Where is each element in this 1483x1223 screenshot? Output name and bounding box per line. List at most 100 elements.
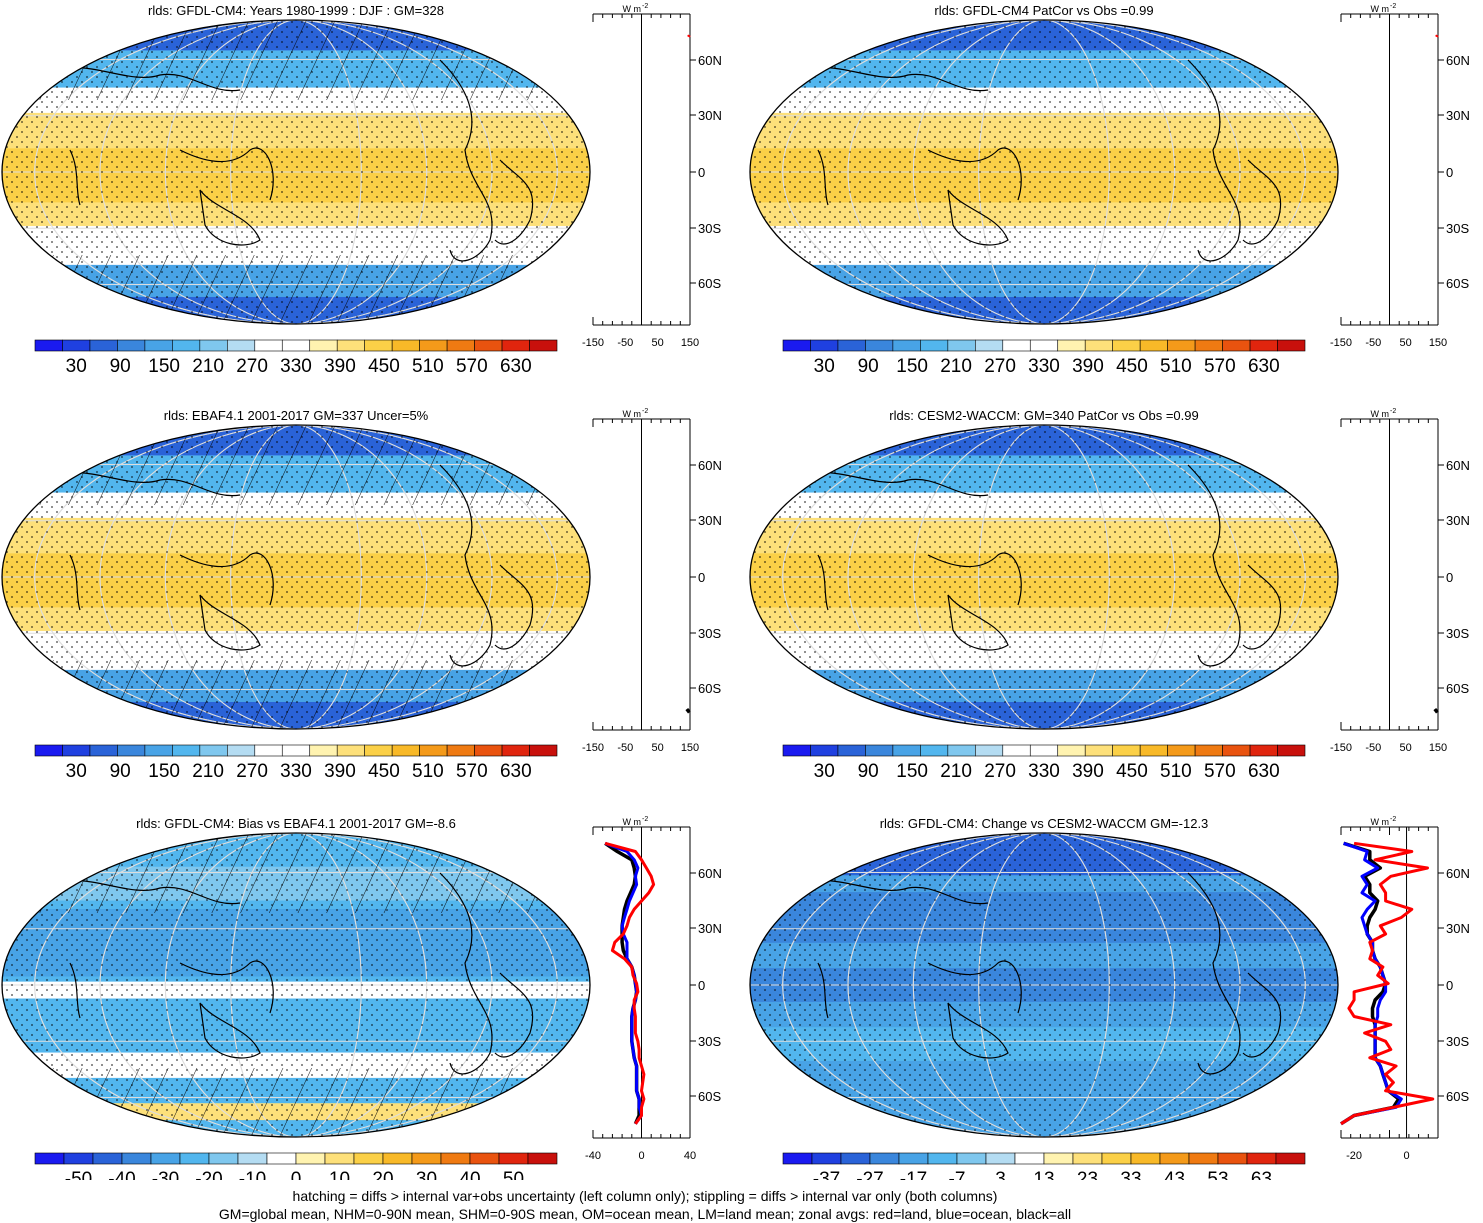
colorbar-swatch <box>391 744 420 757</box>
colorbar-label: 510 <box>412 356 444 377</box>
colorbar-label: 450 <box>1116 761 1148 782</box>
colorbar-swatch <box>1246 1152 1277 1165</box>
colorbar-swatch <box>920 339 949 352</box>
colorbar-swatch <box>498 1152 529 1165</box>
latitude-label: 30S <box>698 221 721 236</box>
coastline <box>69 962 81 1019</box>
latitude-label: 30N <box>698 921 722 936</box>
zonal-x-tick: -150 <box>582 337 604 349</box>
panel-title: rlds: GFDL-CM4 PatCor vs Obs =0.99 <box>934 3 1153 18</box>
colorbar-label: 270 <box>984 356 1016 377</box>
colorbar-swatch <box>947 339 976 352</box>
colorbar-swatch <box>1217 1152 1248 1165</box>
map-outline <box>1 424 591 730</box>
latitude-label: 0 <box>698 978 705 993</box>
colorbar-swatch <box>1159 1152 1190 1165</box>
colorbar-swatch <box>227 744 256 757</box>
colorbar-label: 150 <box>896 356 928 377</box>
colorbar-swatch <box>364 744 393 757</box>
colorbar-swatch <box>419 744 448 757</box>
colorbar-swatch <box>1277 744 1306 757</box>
latitude-label: 0 <box>698 570 705 585</box>
zonal-x-tick: 50 <box>652 742 664 754</box>
panel-1: rlds: GFDL-CM4: Years 1980-1999 : DJF : … <box>1 3 722 377</box>
colorbar-label: 570 <box>1204 761 1236 782</box>
colorbar-swatch <box>336 339 365 352</box>
zonal-unit-exponent: -2 <box>1390 408 1396 415</box>
colorbar-swatch <box>172 339 201 352</box>
zonal-unit-exponent: -2 <box>642 3 648 10</box>
zonal-land-line <box>687 34 691 38</box>
zonal-x-tick: -150 <box>1330 337 1352 349</box>
zonal-unit-exponent: -2 <box>1390 3 1396 10</box>
stippling <box>750 425 1338 729</box>
zonal-mean-panel: W m -2 -150 -50 50 150 60N 30N 0 30S 60S <box>1330 3 1470 349</box>
coastline <box>807 66 989 92</box>
colorbar-label: 23 <box>1077 1169 1098 1180</box>
colorbar-label: 30 <box>814 761 835 782</box>
coastline <box>807 471 989 497</box>
colorbar-swatch <box>281 744 311 757</box>
coastline <box>179 552 274 606</box>
colorbar-swatch <box>121 1152 152 1165</box>
coastline <box>494 564 534 650</box>
map-field <box>750 425 1338 729</box>
colorbar-label: 570 <box>1204 356 1236 377</box>
colorbar-swatch <box>144 744 173 757</box>
colorbar-label: 210 <box>192 356 224 377</box>
colorbar-swatch <box>1084 744 1113 757</box>
colorbar-label: 33 <box>1120 1169 1141 1180</box>
colorbar-swatch <box>382 1152 413 1165</box>
colorbar-swatch <box>865 339 894 352</box>
colorbar-swatch <box>1277 339 1306 352</box>
colorbar-swatch <box>837 339 866 352</box>
zonal-x-tick: -50 <box>1365 742 1381 754</box>
map-outline <box>749 832 1339 1138</box>
coastline <box>947 1002 1009 1059</box>
coastline <box>1242 972 1282 1058</box>
colorbar-label: 0 <box>291 1169 302 1180</box>
zonal-unit: W m <box>1371 409 1390 419</box>
colorbar-swatch <box>62 744 91 757</box>
latitude-label: 30N <box>1446 921 1470 936</box>
colorbar-label: 150 <box>148 761 180 782</box>
coastline <box>1187 464 1241 667</box>
latitude-label: 0 <box>1446 165 1453 180</box>
zonal-mean-panel: W m -2 -150 -50 50 150 60N 30N 0 30S 60S <box>1330 408 1470 754</box>
colorbar-swatch <box>34 1152 65 1165</box>
coastline <box>1242 564 1282 650</box>
colorbar-label: 40 <box>459 1169 480 1180</box>
colorbar-label: 450 <box>368 356 400 377</box>
map-field <box>750 833 1338 1137</box>
latitude-label: 60S <box>1446 1089 1469 1104</box>
colorbar-label: 90 <box>858 761 879 782</box>
latitude-label: 30S <box>1446 1034 1469 1049</box>
colorbar-swatch <box>1167 744 1196 757</box>
colorbar-label: 450 <box>1116 356 1148 377</box>
zonal-unit-exponent: -2 <box>642 408 648 415</box>
colorbar-swatch <box>1194 744 1223 757</box>
colorbar-label: 210 <box>192 761 224 782</box>
latitude-label: 0 <box>698 165 705 180</box>
map-field <box>750 20 1338 324</box>
panel-6: rlds: GFDL-CM4: Change vs CESM2-WACCM GM… <box>749 816 1470 1180</box>
colorbar-swatch <box>254 744 283 757</box>
coastline <box>69 149 81 206</box>
colorbar-label: 330 <box>1028 356 1060 377</box>
colorbar-label: -27 <box>856 1169 883 1180</box>
zonal-unit: W m <box>623 4 642 14</box>
coastline <box>199 594 261 651</box>
colorbar-swatch <box>975 339 1004 352</box>
coastline <box>179 147 274 201</box>
coastline <box>817 554 829 611</box>
colorbar-swatch <box>469 1152 500 1165</box>
colorbar-swatch <box>927 1152 958 1165</box>
colorbar-label: 50 <box>503 1169 524 1180</box>
zonal-land-line <box>604 841 656 1125</box>
zonal-x-tick: 0 <box>638 1150 644 1162</box>
colorbar-label: -10 <box>239 1169 266 1180</box>
colorbar-swatch <box>34 339 63 352</box>
zonal-x-tick: 50 <box>1400 337 1412 349</box>
map-outline <box>1 832 591 1138</box>
zonal-mean-panel: W m -2 -150 -50 50 150 60N 30N 0 30S 60S <box>582 3 722 349</box>
